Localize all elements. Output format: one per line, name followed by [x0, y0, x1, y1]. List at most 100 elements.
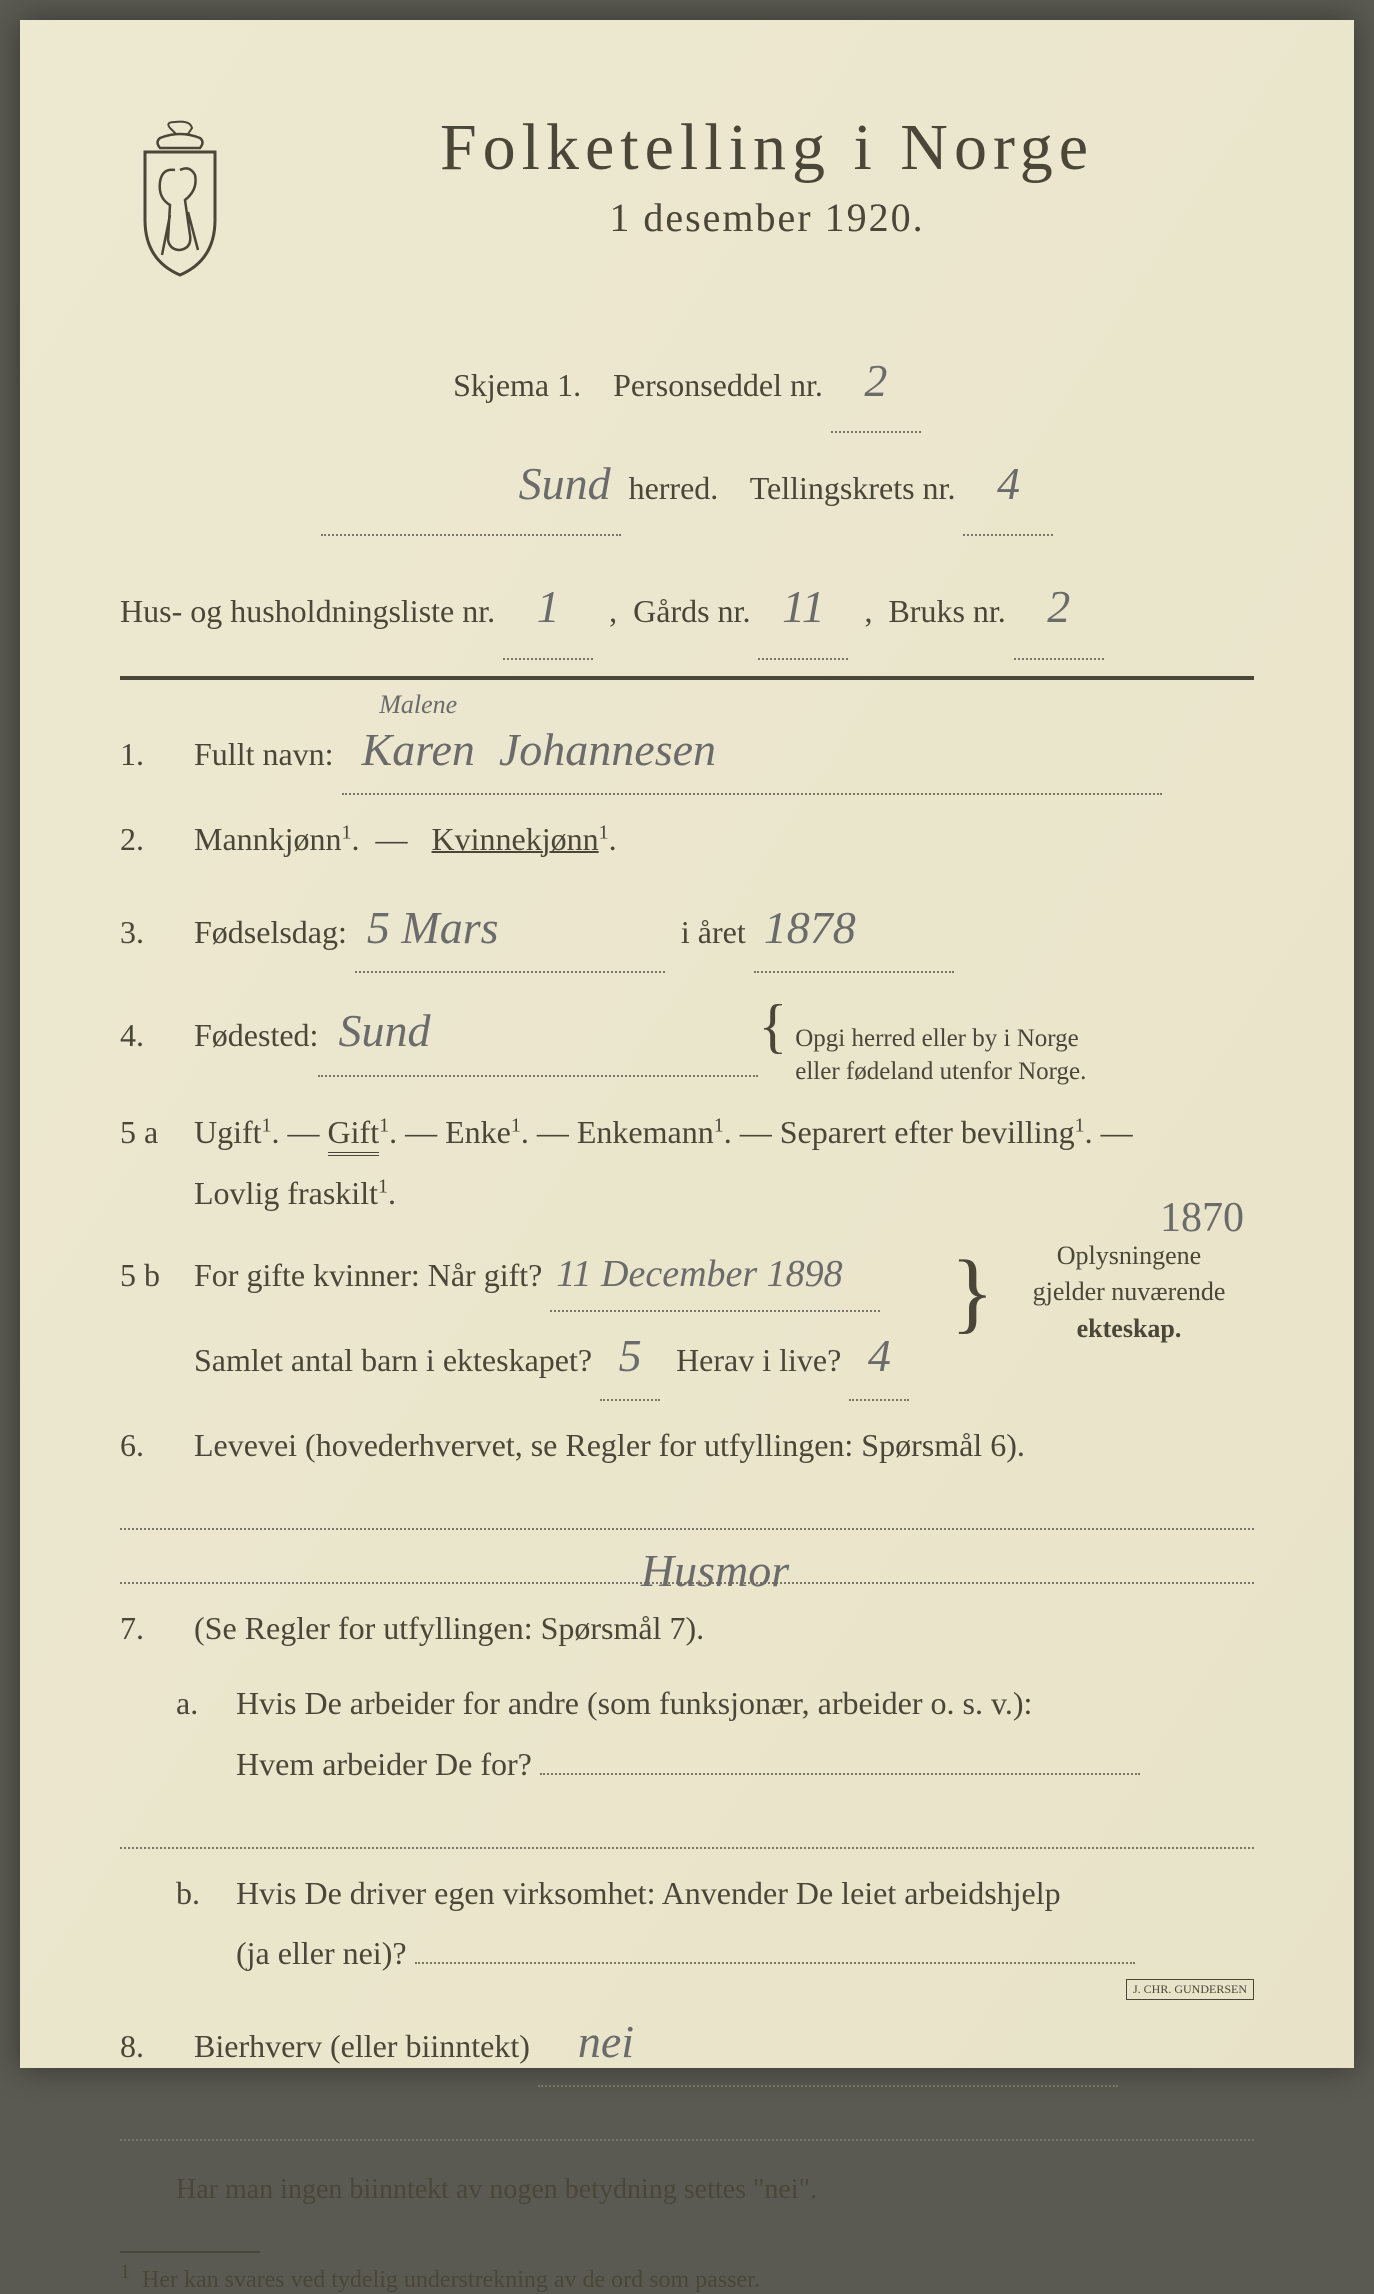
q7-label: (Se Regler for utfyllingen: Spørsmål 7).: [194, 1598, 1254, 1659]
q1-row: 1. Fullt navn: Karen Malene Johannesen: [120, 706, 1254, 795]
q5a-num: 5 a: [120, 1114, 174, 1151]
q8-value: nei: [578, 1998, 634, 2085]
q6-content: Levevei (hovederhvervet, se Regler for u…: [194, 1415, 1254, 1476]
gards-label: Gårds nr.: [633, 593, 750, 629]
q3-daymonth-field: 5 Mars: [355, 884, 665, 973]
q5b-married: 11 December 1898: [556, 1253, 842, 1295]
gards-field: 11: [758, 556, 848, 659]
q2-female: Kvinnekjønn: [432, 821, 599, 857]
q8-num: 8.: [120, 2028, 174, 2065]
q1-middlename: Malene: [379, 680, 457, 729]
printer-mark: J. CHR. GUNDERSEN: [1126, 1979, 1254, 2000]
q7-num: 7.: [120, 1610, 174, 1647]
subtitle: 1 desember 1920.: [280, 194, 1254, 241]
q2-row: 2. Mannkjønn1. — Kvinnekjønn1.: [120, 809, 1254, 870]
divider-top: [120, 676, 1254, 680]
q3-content: Fødselsdag: 5 Mars i året 1878: [194, 884, 1254, 973]
q8-label: Bierhverv (eller biinntekt): [194, 2028, 530, 2064]
q7b-num: b.: [176, 1875, 216, 1912]
q5a-ugift: Ugift: [194, 1114, 262, 1150]
census-form-page: Folketelling i Norge 1 desember 1920. Sk…: [20, 20, 1354, 2068]
q7b-label2: (ja eller nei)?: [236, 1935, 407, 1971]
q4-value: Sund: [338, 987, 430, 1074]
q7b-field: [415, 1962, 1135, 1964]
q7b-row: b. Hvis De driver egen virksomhet: Anven…: [120, 1863, 1254, 1985]
q8-field: nei: [538, 1998, 1118, 2087]
husliste-label: Hus- og husholdningsliste nr.: [120, 593, 495, 629]
bruks-field: 2: [1014, 556, 1104, 659]
coat-of-arms-icon: [120, 120, 240, 280]
q5b-num: 5 b: [120, 1257, 174, 1294]
skjema-line: Skjema 1. Personseddel nr. 2: [120, 330, 1254, 433]
q7a-row: a. Hvis De arbeider for andre (som funks…: [120, 1673, 1254, 1795]
main-title: Folketelling i Norge: [280, 110, 1254, 186]
q7a-num: a.: [176, 1685, 216, 1722]
herred-field: Sund: [321, 433, 621, 536]
q4-row: 4. Fødested: Sund { Opgi herred eller by…: [120, 987, 1254, 1088]
footnote-rule: [120, 2251, 260, 2253]
herred-line: Sund herred. Tellingskrets nr. 4: [120, 433, 1254, 536]
q3-yearlabel: i året: [681, 914, 746, 950]
q3-num: 3.: [120, 914, 174, 951]
q5b-label3: Herav i live?: [676, 1342, 841, 1378]
q5a-enkemann: Enkemann: [577, 1114, 714, 1150]
meta-block: Skjema 1. Personseddel nr. 2 Sund herred…: [120, 330, 1254, 536]
footer-note: Har man ingen biinntekt av nogen betydni…: [120, 2159, 1254, 2221]
q5a-gift: Gift: [328, 1114, 380, 1156]
q8-row: 8. Bierhverv (eller biinntekt) nei: [120, 1998, 1254, 2087]
bruks-nr: 2: [1047, 556, 1070, 657]
q2-content: Mannkjønn1. — Kvinnekjønn1.: [194, 809, 1254, 870]
brace-icon: {: [758, 996, 787, 1056]
q1-firstname: Karen Malene: [362, 706, 475, 793]
q5b-margin-note: 1870: [1160, 1194, 1244, 1242]
q5b-alive: 4: [868, 1312, 891, 1399]
husliste-nr: 1: [537, 556, 560, 657]
footnote: 1 Her kan svares ved tydelig understrekn…: [120, 2261, 1254, 2294]
q5b-content: For gifte kvinner: Når gift? 11 December…: [194, 1238, 1254, 1402]
q5b-alive-field: 4: [849, 1312, 909, 1401]
q5b-label1: For gifte kvinner: Når gift?: [194, 1257, 542, 1293]
q7a-label1: Hvis De arbeider for andre (som funksjon…: [236, 1685, 1032, 1721]
q1-num: 1.: [120, 736, 174, 773]
q5b-row: 1870 5 b For gifte kvinner: Når gift? 11…: [120, 1238, 1254, 1402]
q7b-content: Hvis De driver egen virksomhet: Anvender…: [236, 1863, 1254, 1985]
q1-lastname: Johannesen: [499, 706, 716, 793]
q5b-sidenote: Oplysningene gjelder nuværende ekteskap.: [1004, 1238, 1254, 1347]
q3-year: 1878: [764, 884, 856, 971]
q7a-blank: [120, 1809, 1254, 1849]
q5b-total-field: 5: [600, 1312, 660, 1401]
q5b-married-field: 11 December 1898: [550, 1238, 880, 1312]
q2-num: 2.: [120, 821, 174, 858]
q8-content: Bierhverv (eller biinntekt) nei: [194, 1998, 1254, 2087]
q5b-label2: Samlet antal barn i ekteskapet?: [194, 1342, 592, 1378]
personseddel-nr: 2: [864, 330, 887, 431]
personseddel-label: Personseddel nr.: [613, 367, 823, 403]
brace-large-icon: }: [951, 1248, 994, 1338]
husliste-field: 1: [503, 556, 593, 659]
q6-row: 6. Levevei (hovederhvervet, se Regler fo…: [120, 1415, 1254, 1476]
q6-blank1: [120, 1490, 1254, 1530]
q2-male: Mannkjønn: [194, 821, 342, 857]
q7a-content: Hvis De arbeider for andre (som funksjon…: [236, 1673, 1254, 1795]
q7b-label1: Hvis De driver egen virksomhet: Anvender…: [236, 1875, 1061, 1911]
q3-year-field: 1878: [754, 884, 954, 973]
herred-value: Sund: [519, 433, 611, 534]
q6-value-line: Husmor: [120, 1544, 1254, 1584]
header: Folketelling i Norge 1 desember 1920.: [120, 110, 1254, 280]
gards-nr: 11: [782, 556, 825, 657]
q3-daymonth: 5 Mars: [367, 884, 499, 971]
tellingskrets-label: Tellingskrets nr.: [750, 470, 956, 506]
q7a-label2: Hvem arbeider De for?: [236, 1746, 532, 1782]
tellingskrets-nr: 4: [997, 433, 1020, 534]
q6-num: 6.: [120, 1427, 174, 1464]
q7a-field: [540, 1773, 1140, 1775]
q1-label: Fullt navn:: [194, 736, 334, 772]
tellingskrets-field: 4: [963, 433, 1053, 536]
title-block: Folketelling i Norge 1 desember 1920.: [280, 110, 1254, 241]
q4-note: Opgi herred eller by i Norge eller fødel…: [795, 1023, 1086, 1088]
q5a-content: Ugift1. — Gift1. — Enke1. — Enkemann1. —…: [194, 1102, 1254, 1224]
q4-content: Fødested: Sund { Opgi herred eller by i …: [194, 987, 1254, 1088]
q3-label: Fødselsdag:: [194, 914, 347, 950]
q5a-separert: Separert efter bevilling: [780, 1114, 1075, 1150]
q7-row: 7. (Se Regler for utfyllingen: Spørsmål …: [120, 1598, 1254, 1659]
